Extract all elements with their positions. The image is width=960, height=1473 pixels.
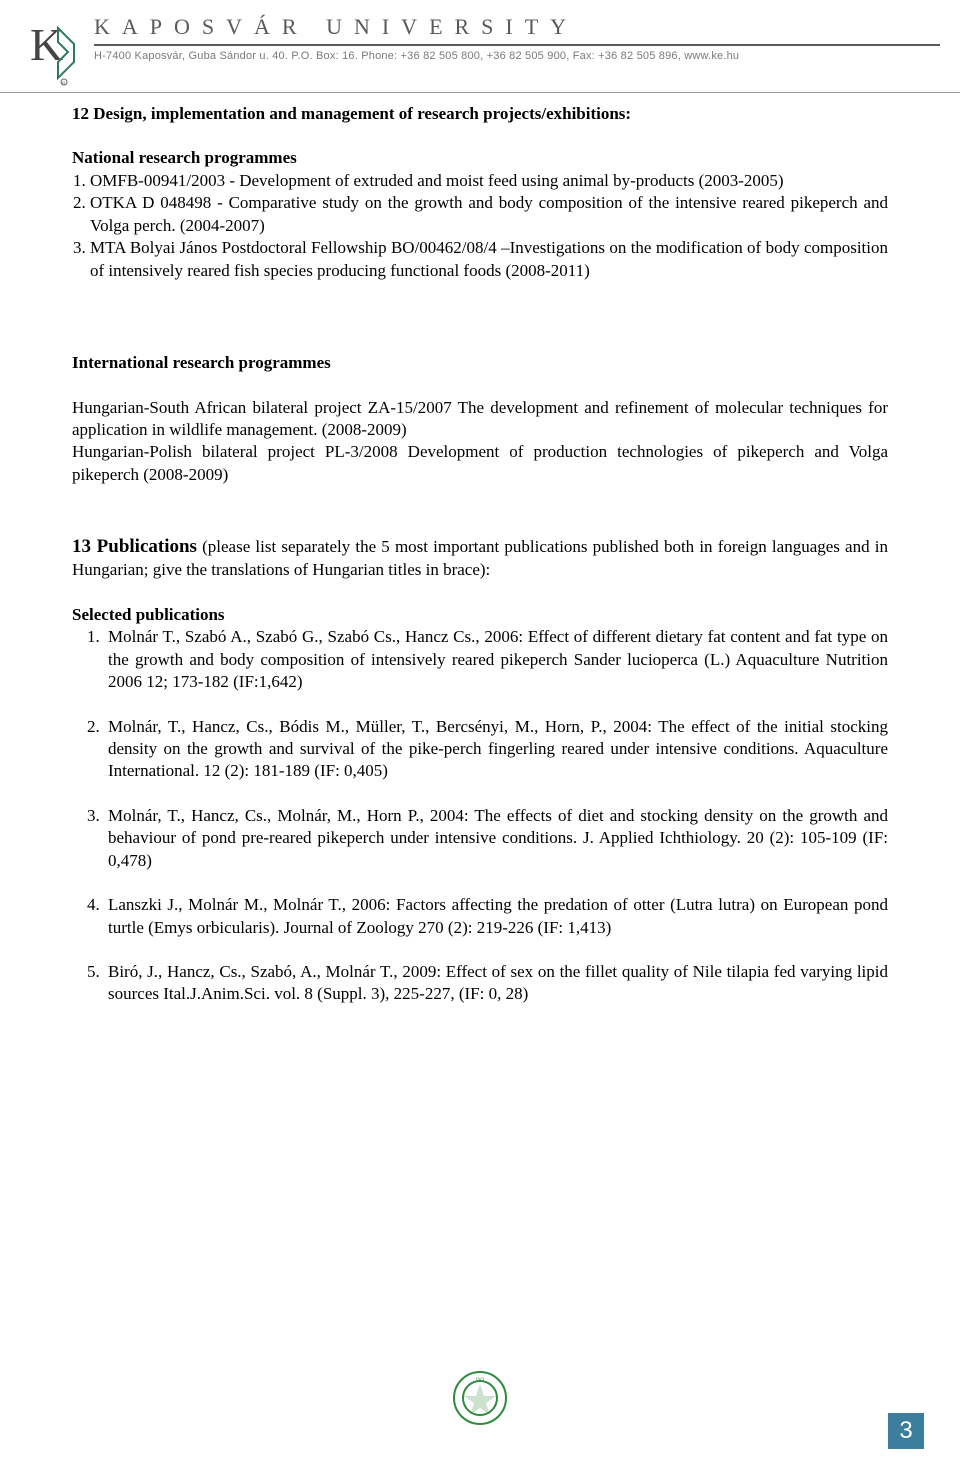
intl-project-1: Hungarian-South African bilateral projec…: [72, 397, 888, 442]
publication-item: Biró, J., Hancz, Cs., Szabó, A., Molnár …: [104, 961, 888, 1006]
document-body: 12 Design, implementation and management…: [0, 93, 960, 1048]
letterhead-text: KAPOSVÁR UNIVERSITY H-7400 Kaposvár, Gub…: [94, 10, 940, 62]
university-name: KAPOSVÁR UNIVERSITY: [94, 14, 940, 46]
national-programmes-heading: National research programmes: [72, 147, 888, 169]
intl-programmes-heading: International research programmes: [72, 352, 888, 374]
list-item: OTKA D 048498 - Comparative study on the…: [90, 192, 888, 237]
publication-item: Molnár T., Szabó A., Szabó G., Szabó Cs.…: [104, 626, 888, 693]
publications-list: Molnár T., Szabó A., Szabó G., Szabó Cs.…: [104, 626, 888, 1006]
section-13-title: 13 Publications (please list separately …: [72, 534, 888, 582]
svg-text:ISO: ISO: [476, 1378, 484, 1383]
selected-publications-heading: Selected publications: [72, 604, 888, 626]
list-item: MTA Bolyai János Postdoctoral Fellowship…: [90, 237, 888, 282]
publication-item: Molnár, T., Hancz, Cs., Bódis M., Müller…: [104, 716, 888, 783]
list-item: OMFB-00941/2003 - Development of extrude…: [90, 170, 888, 192]
intl-project-2: Hungarian-Polish bilateral project PL-3/…: [72, 441, 888, 486]
letterhead-header: K R KAPOSVÁR UNIVERSITY H-7400 Kaposvár,…: [0, 0, 960, 93]
page-number-value: 3: [899, 1417, 912, 1445]
national-programmes-list: OMFB-00941/2003 - Development of extrude…: [90, 170, 888, 282]
publication-item: Molnár, T., Hancz, Cs., Molnár, M., Horn…: [104, 805, 888, 872]
page-number: 3: [888, 1413, 924, 1449]
university-address: H-7400 Kaposvár, Guba Sándor u. 40. P.O.…: [94, 50, 940, 62]
section-13-title-strong: 13 Publications: [72, 536, 197, 557]
section-12-title: 12 Design, implementation and management…: [72, 103, 888, 125]
certification-badge-icon: ISO: [452, 1370, 508, 1431]
university-logo: K R: [20, 10, 80, 88]
publication-item: Lanszki J., Molnár M., Molnár T., 2006: …: [104, 894, 888, 939]
intl-programmes-block: Hungarian-South African bilateral projec…: [72, 397, 888, 487]
